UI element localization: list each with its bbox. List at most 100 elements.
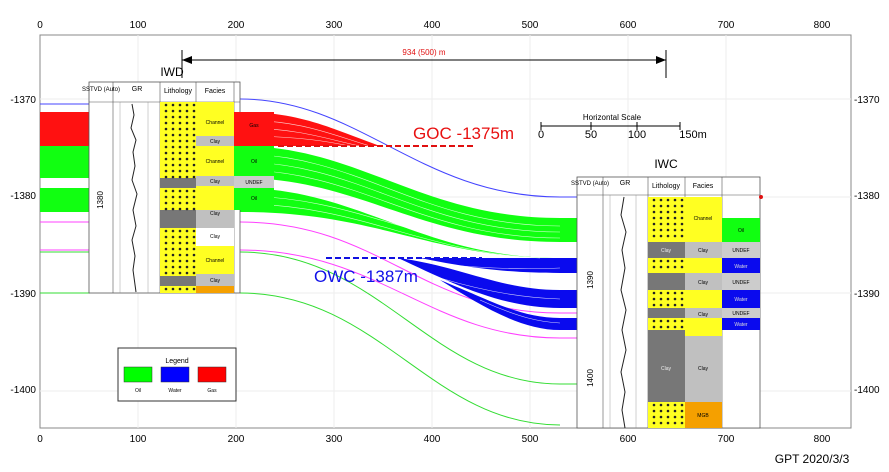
x-axis: 0 100 200 300 400 500 600 700 800 0 100 … — [37, 20, 831, 445]
x-tick-top: 600 — [620, 20, 637, 31]
sand-dot — [164, 103, 168, 107]
depth-label: 1400 — [586, 369, 595, 387]
sand-dot — [164, 121, 168, 125]
sand-dot — [652, 415, 656, 419]
sand-dot — [666, 303, 670, 307]
sand-dot — [178, 265, 182, 269]
sand-dot — [178, 157, 182, 161]
sand-dot — [192, 163, 196, 167]
fluid-label: Gas — [249, 123, 259, 129]
sand-dot — [185, 235, 189, 239]
sand-dot — [652, 265, 656, 269]
x-tick-top: 300 — [326, 20, 343, 31]
fluid-label: UNDEF — [732, 311, 749, 317]
sand-dot — [192, 115, 196, 119]
sand-dot — [178, 109, 182, 113]
sand-dot — [192, 259, 196, 263]
sand-dot — [673, 421, 677, 425]
legend-label: Oil — [135, 388, 141, 394]
sand-dot — [192, 169, 196, 173]
sand-dot — [185, 127, 189, 131]
x-tick-bottom: 400 — [424, 434, 441, 445]
sand-dot — [171, 189, 175, 193]
top-marker-line — [239, 98, 760, 198]
sand-dot — [171, 127, 175, 131]
sand-dot — [164, 235, 168, 239]
x-tick-top: 200 — [228, 20, 245, 31]
sand-dot — [192, 265, 196, 269]
sand-dot — [185, 229, 189, 233]
facies-label: Clay — [698, 248, 709, 254]
sand-dot — [178, 133, 182, 137]
sand-dot — [680, 234, 684, 238]
col-header: Facies — [205, 88, 226, 95]
sand-dot — [178, 241, 182, 245]
sand-dot — [652, 210, 656, 214]
sand-dot — [171, 163, 175, 167]
y-tick-right: -1370 — [854, 95, 880, 106]
sand-dot — [164, 259, 168, 263]
sand-dot — [171, 139, 175, 143]
sand-dot — [164, 169, 168, 173]
sand-dot — [164, 247, 168, 251]
x-tick-bottom: 800 — [814, 434, 831, 445]
sand-dot — [673, 403, 677, 407]
sand-dot — [666, 222, 670, 226]
sand-dot — [666, 265, 670, 269]
sand-dot — [680, 409, 684, 413]
sand-dot — [185, 139, 189, 143]
facies-label: Channel — [206, 258, 225, 264]
sand-dot — [659, 297, 663, 301]
sand-dot — [659, 216, 663, 220]
scale-tick: 100 — [628, 129, 646, 141]
sand-dot — [673, 204, 677, 208]
sand-dot — [680, 228, 684, 232]
sand-dot — [178, 175, 182, 179]
sand-dot — [659, 198, 663, 202]
sand-dot — [171, 253, 175, 257]
sand-dot — [171, 169, 175, 173]
sand-dot — [666, 210, 670, 214]
facies-label: Clay — [698, 312, 709, 318]
sand-dot — [185, 151, 189, 155]
well-iwc: IWC SSTVD (Auto) GR Lithology Facies 139… — [571, 157, 763, 429]
facies-label: Channel — [694, 216, 713, 222]
col-header: Facies — [693, 183, 714, 190]
sand-dot — [680, 216, 684, 220]
fluid-label: Water — [734, 297, 747, 303]
sand-dot — [171, 265, 175, 269]
gr-curve — [620, 196, 627, 429]
sand-dot — [185, 195, 189, 199]
facies-label: Clay — [210, 179, 221, 185]
sand-dot — [673, 265, 677, 269]
legend-title: Legend — [165, 358, 188, 365]
sand-dot — [666, 421, 670, 425]
sand-dot — [171, 259, 175, 263]
x-tick-bottom: 300 — [326, 434, 343, 445]
sand-dot — [659, 325, 663, 329]
sand-dot — [171, 235, 175, 239]
sand-dot — [659, 204, 663, 208]
sand-dot — [178, 271, 182, 275]
sand-dot — [666, 198, 670, 202]
sand-dot — [659, 222, 663, 226]
facies-label: Clay — [210, 278, 221, 284]
sand-dot — [680, 403, 684, 407]
sand-dot — [178, 121, 182, 125]
facies-label: MGB — [697, 413, 709, 419]
lith-label: Clay — [661, 366, 672, 372]
sand-dot — [666, 204, 670, 208]
sand-dot — [178, 287, 182, 291]
sand-dot — [680, 259, 684, 263]
sand-dot — [185, 247, 189, 251]
sand-dot — [680, 291, 684, 295]
x-tick-bottom: 600 — [620, 434, 637, 445]
sand-dot — [164, 127, 168, 131]
sand-dot — [164, 109, 168, 113]
sand-dot — [171, 103, 175, 107]
fluid-label: Oil — [738, 228, 744, 234]
sand-dot — [673, 259, 677, 263]
sand-dot — [652, 303, 656, 307]
sand-dot — [164, 115, 168, 119]
